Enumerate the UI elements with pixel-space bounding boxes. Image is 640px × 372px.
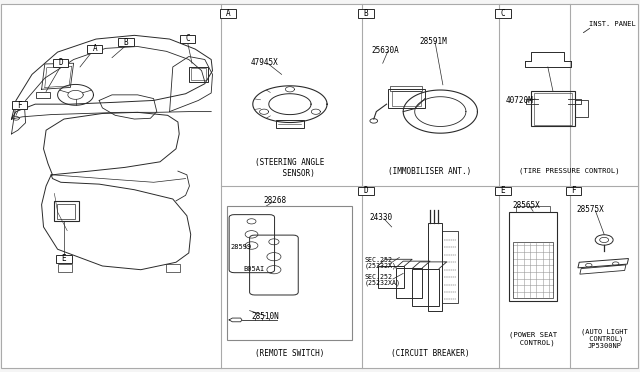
Bar: [87, 45, 102, 53]
Text: 28599: 28599: [230, 244, 252, 250]
Bar: [390, 86, 422, 91]
Bar: [442, 231, 458, 303]
Bar: [53, 59, 68, 67]
Text: 47945X: 47945X: [251, 58, 278, 67]
Bar: [36, 92, 50, 98]
Bar: [516, 206, 550, 212]
Text: F: F: [17, 101, 22, 110]
Bar: [509, 212, 557, 301]
Text: (AUTO LIGHT
 CONTROL)
JP5300NP: (AUTO LIGHT CONTROL) JP5300NP: [580, 328, 628, 349]
Text: 24330: 24330: [370, 213, 393, 222]
Text: (TIRE PRESSURE CONTROL): (TIRE PRESSURE CONTROL): [519, 168, 620, 174]
Bar: [428, 223, 442, 311]
Text: C: C: [500, 9, 506, 18]
Text: E: E: [61, 254, 67, 263]
Bar: [12, 101, 27, 109]
Bar: [227, 206, 352, 340]
Text: 28565X: 28565X: [512, 201, 540, 210]
Bar: [566, 187, 581, 195]
Bar: [58, 264, 72, 272]
Text: A: A: [92, 44, 97, 53]
Bar: [358, 9, 374, 17]
Bar: [54, 201, 79, 221]
Bar: [57, 204, 75, 219]
Bar: [191, 68, 206, 80]
Text: 28268: 28268: [264, 196, 287, 205]
Text: B: B: [124, 38, 129, 46]
Text: D: D: [364, 186, 369, 195]
Text: B05AI: B05AI: [243, 266, 264, 272]
Text: 25630A: 25630A: [371, 46, 399, 55]
Bar: [534, 93, 572, 125]
Text: SEC.252: SEC.252: [365, 257, 393, 263]
Text: (REMOTE SWITCH): (REMOTE SWITCH): [255, 349, 324, 358]
Bar: [575, 100, 588, 117]
Bar: [276, 120, 304, 128]
Bar: [392, 91, 421, 106]
Bar: [513, 242, 553, 298]
Text: 40720M: 40720M: [506, 96, 533, 105]
Bar: [412, 269, 439, 306]
Text: INST. PANEL: INST. PANEL: [589, 21, 636, 27]
Text: SEC.252: SEC.252: [365, 274, 393, 280]
Text: C: C: [185, 34, 190, 43]
Bar: [118, 38, 134, 46]
Text: (STEERING ANGLE
    SENSOR): (STEERING ANGLE SENSOR): [255, 158, 324, 178]
Text: 28575X: 28575X: [576, 205, 604, 214]
Bar: [388, 89, 425, 108]
Text: B: B: [364, 9, 369, 18]
Bar: [495, 9, 511, 17]
Text: (IMMOBILISER ANT.): (IMMOBILISER ANT.): [388, 167, 472, 176]
Bar: [358, 187, 374, 195]
Bar: [56, 255, 72, 263]
Text: F: F: [571, 186, 576, 195]
Text: (POWER SEAT
  CONTROL): (POWER SEAT CONTROL): [509, 331, 557, 346]
Bar: [189, 67, 208, 82]
Bar: [495, 187, 511, 195]
Text: (25232X): (25232X): [365, 263, 397, 269]
Bar: [166, 264, 180, 272]
Bar: [220, 9, 236, 17]
Bar: [396, 268, 422, 298]
Bar: [378, 266, 404, 288]
Bar: [531, 91, 575, 126]
Bar: [180, 35, 195, 43]
Text: E: E: [500, 186, 506, 195]
Text: D: D: [58, 58, 63, 67]
Text: 28591M: 28591M: [419, 37, 447, 46]
Text: (25232XA): (25232XA): [365, 279, 401, 286]
Text: A: A: [225, 9, 230, 18]
Text: 28510N: 28510N: [252, 312, 280, 321]
Text: (CIRCUIT BREAKER): (CIRCUIT BREAKER): [391, 349, 469, 358]
